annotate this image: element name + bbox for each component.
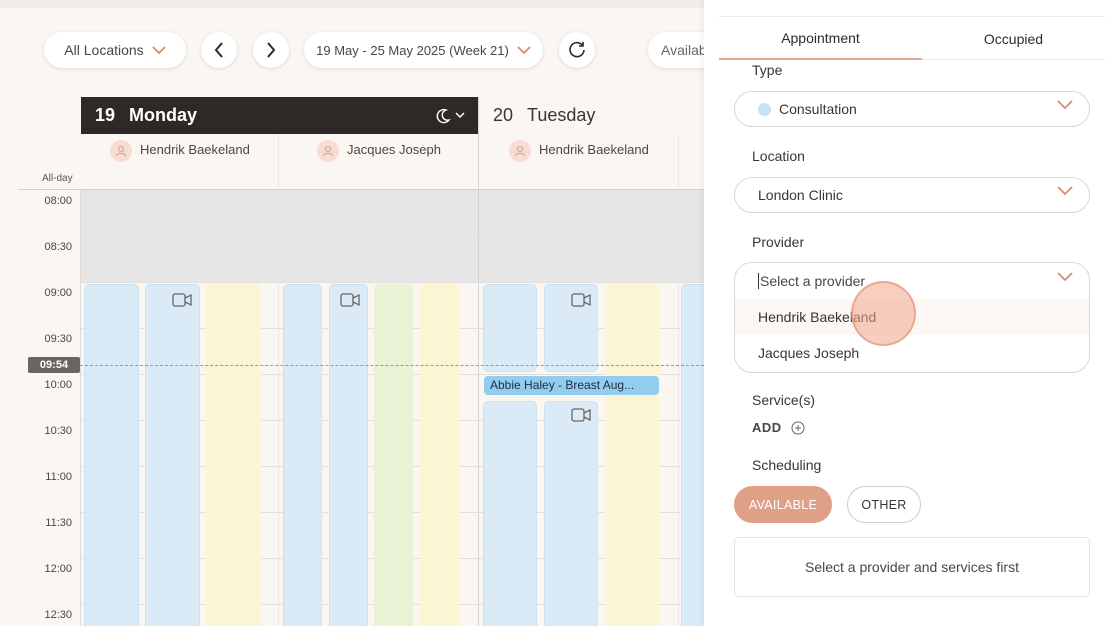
tab-appointment[interactable]: Appointment bbox=[719, 17, 922, 60]
location-select[interactable]: London Clinic bbox=[734, 177, 1090, 213]
day-name: Tuesday bbox=[527, 105, 596, 125]
provider-header: Jacques Joseph bbox=[317, 134, 441, 190]
time-label: 09:30 bbox=[44, 333, 72, 345]
location-label: Location bbox=[752, 148, 805, 164]
gridline bbox=[80, 282, 704, 283]
video-call-icon bbox=[571, 408, 591, 422]
divider bbox=[18, 189, 704, 190]
gridline bbox=[80, 236, 704, 237]
availability-label: Availab bbox=[661, 42, 707, 58]
time-label: 10:30 bbox=[44, 425, 72, 437]
availability-slot[interactable] bbox=[283, 284, 322, 626]
current-time-badge: 09:54 bbox=[28, 357, 80, 373]
location-filter-dropdown[interactable]: All Locations bbox=[44, 32, 186, 68]
day-number: 20 bbox=[493, 105, 514, 125]
chevron-down-icon bbox=[1057, 100, 1073, 110]
provider-option[interactable]: Jacques Joseph bbox=[758, 345, 860, 361]
text-cursor bbox=[758, 273, 759, 289]
prev-week-button[interactable] bbox=[201, 32, 237, 68]
info-message: Select a provider and services first bbox=[734, 537, 1090, 597]
location-filter-label: All Locations bbox=[64, 42, 144, 58]
time-label: 08:00 bbox=[44, 195, 72, 207]
chevron-down-icon[interactable] bbox=[455, 112, 465, 119]
provider-name: Hendrik Baekeland bbox=[539, 142, 649, 157]
time-label: 12:30 bbox=[44, 609, 72, 621]
location-value: London Clinic bbox=[758, 187, 843, 203]
appointment-event[interactable]: Abbie Haley - Breast Aug... bbox=[484, 376, 659, 395]
availability-slot[interactable] bbox=[145, 284, 200, 626]
day-number: 19 bbox=[95, 105, 116, 125]
video-call-icon bbox=[172, 293, 192, 307]
availability-slot[interactable] bbox=[374, 284, 413, 626]
time-label: 08:30 bbox=[44, 241, 72, 253]
chevron-down-icon[interactable] bbox=[1057, 272, 1073, 282]
top-bar bbox=[0, 0, 704, 8]
calendar-grid: 19 Monday 20 Tuesday Hendrik Baekeland J… bbox=[0, 97, 704, 626]
add-service-button[interactable]: ADD bbox=[752, 420, 805, 435]
plus-circle-icon bbox=[791, 421, 805, 434]
date-range-dropdown[interactable]: 19 May - 25 May 2025 (Week 21) bbox=[304, 32, 543, 68]
availability-slot[interactable] bbox=[605, 284, 659, 626]
availability-slot[interactable] bbox=[84, 284, 139, 626]
available-button[interactable]: AVAILABLE bbox=[734, 486, 832, 523]
time-label: 12:00 bbox=[44, 563, 72, 575]
scheduling-label: Scheduling bbox=[752, 457, 822, 473]
panel-tabs: Appointment Occupied bbox=[719, 16, 1105, 60]
time-label: 09:00 bbox=[44, 287, 72, 299]
availability-slot[interactable] bbox=[483, 401, 537, 626]
day-header-tuesday[interactable]: 20 Tuesday bbox=[479, 97, 704, 134]
availability-slot[interactable] bbox=[544, 401, 598, 626]
type-label: Type bbox=[752, 62, 783, 78]
availability-slot[interactable] bbox=[329, 284, 368, 626]
availability-slot[interactable] bbox=[483, 284, 537, 372]
column-divider bbox=[278, 134, 279, 626]
video-call-icon bbox=[571, 293, 591, 307]
chevron-right-icon bbox=[267, 42, 276, 58]
chevron-down-icon bbox=[152, 45, 166, 54]
column-divider bbox=[478, 97, 479, 626]
avatar-icon bbox=[110, 140, 132, 162]
avatar-icon bbox=[317, 140, 339, 162]
video-call-icon bbox=[340, 293, 360, 307]
day-name: Monday bbox=[129, 105, 198, 125]
provider-search-input[interactable]: Select a provider bbox=[735, 263, 1089, 299]
provider-placeholder: Select a provider bbox=[760, 273, 866, 289]
other-button[interactable]: OTHER bbox=[847, 486, 921, 523]
column-divider bbox=[80, 190, 81, 626]
time-label: 11:00 bbox=[45, 471, 72, 483]
services-label: Service(s) bbox=[752, 392, 816, 408]
date-range-label: 19 May - 25 May 2025 (Week 21) bbox=[316, 42, 509, 58]
provider-name: Hendrik Baekeland bbox=[140, 142, 250, 157]
provider-name: Jacques Joseph bbox=[347, 142, 441, 157]
chevron-down-icon bbox=[517, 45, 531, 54]
availability-slot[interactable] bbox=[206, 284, 261, 626]
availability-slot[interactable] bbox=[681, 284, 704, 626]
moon-icon[interactable] bbox=[435, 108, 451, 124]
type-select[interactable]: Consultation bbox=[734, 91, 1090, 127]
refresh-icon bbox=[569, 41, 585, 58]
tab-occupied[interactable]: Occupied bbox=[983, 30, 1044, 47]
next-week-button[interactable] bbox=[253, 32, 289, 68]
type-color-dot bbox=[758, 102, 771, 116]
column-divider bbox=[678, 134, 679, 626]
availability-slot[interactable] bbox=[544, 284, 598, 372]
provider-label: Provider bbox=[752, 234, 805, 250]
add-service-label: ADD bbox=[752, 420, 782, 435]
current-time-line bbox=[80, 365, 704, 366]
chevron-left-icon bbox=[214, 42, 223, 58]
refresh-button[interactable] bbox=[559, 32, 595, 68]
chevron-down-icon bbox=[1057, 186, 1073, 196]
allday-label: All-day bbox=[42, 173, 73, 184]
provider-header: Hendrik Baekeland bbox=[509, 134, 649, 190]
availability-slot[interactable] bbox=[420, 284, 459, 626]
click-indicator bbox=[851, 281, 916, 346]
avatar-icon bbox=[509, 140, 531, 162]
day-header-monday[interactable]: 19 Monday bbox=[81, 97, 478, 134]
type-value: Consultation bbox=[779, 101, 857, 117]
provider-header: Hendrik Baekeland bbox=[110, 134, 250, 190]
time-label: 11:30 bbox=[45, 517, 72, 529]
time-label: 10:00 bbox=[44, 379, 72, 391]
